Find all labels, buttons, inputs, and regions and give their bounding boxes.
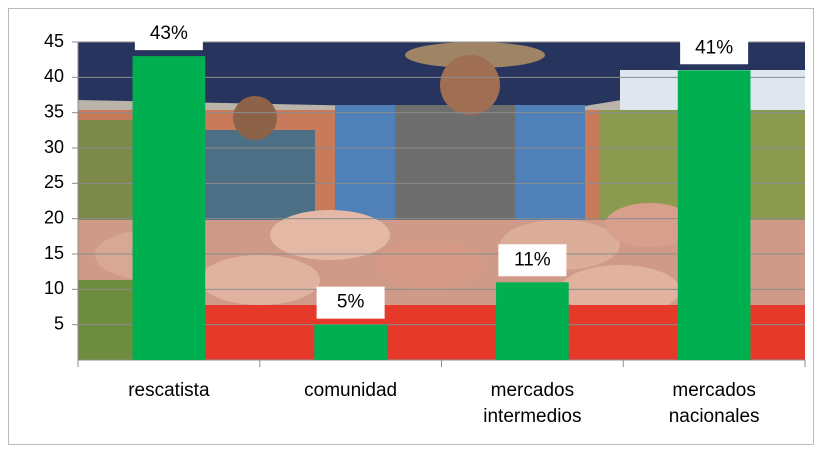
bar (314, 324, 387, 360)
value-label-bg (316, 286, 385, 319)
x-tick-label: comunidad (304, 380, 398, 401)
y-tick-label: 5 (54, 313, 64, 333)
bar (132, 56, 206, 361)
value-label: 41% (695, 37, 733, 58)
x-tick-label: rescatista (128, 380, 210, 401)
value-label: 43% (150, 23, 188, 44)
y-tick-label: 20 (44, 207, 64, 227)
x-tick-label: mercados nacionales (668, 380, 760, 427)
value-label-bg (134, 18, 203, 51)
y-tick-label: 40 (44, 66, 64, 86)
y-tick-label: 35 (44, 101, 64, 121)
y-tick-label: 45 (44, 31, 64, 51)
bar (496, 282, 569, 360)
value-label: 5% (337, 292, 365, 313)
y-tick-label: 30 (44, 137, 64, 157)
y-tick-label: 10 (44, 278, 64, 298)
y-tick-label: 15 (44, 243, 64, 263)
x-tick-label: mercados intermedios (483, 380, 582, 427)
y-tick-label: 25 (44, 172, 64, 192)
value-label-bg (498, 244, 567, 277)
value-label-bg (680, 32, 749, 65)
bar (677, 70, 751, 361)
value-label: 11% (514, 249, 551, 270)
